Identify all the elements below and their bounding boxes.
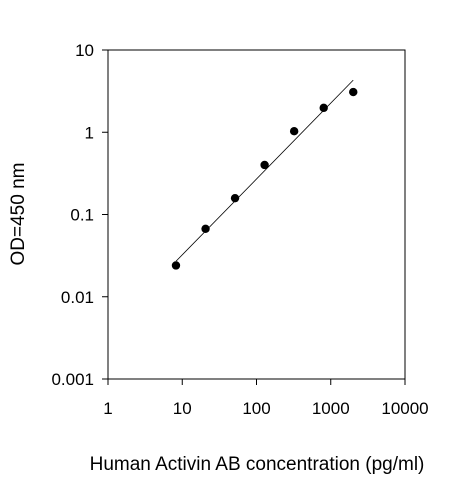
y-tick-label: 0.1 — [70, 206, 94, 225]
data-point — [349, 87, 358, 97]
y-tick-label: 0.001 — [51, 370, 94, 389]
data-point — [201, 224, 210, 234]
y-axis-ticks: 0.001 0.01 0.1 1 10 — [51, 41, 108, 389]
x-tick-label: 100 — [242, 399, 270, 418]
x-axis-ticks: 1 10 100 1000 10000 — [103, 379, 429, 418]
y-tick-label: 1 — [85, 123, 94, 142]
data-point — [230, 193, 240, 203]
data-points-layer — [171, 87, 358, 270]
x-axis-label: Human Activin AB concentration (pg/ml) — [90, 454, 425, 475]
plot-frame — [107, 49, 406, 380]
data-point — [319, 103, 328, 113]
x-tick-label: 10000 — [381, 399, 428, 418]
y-tick-label: 10 — [75, 41, 94, 60]
y-tick-label: 0.01 — [61, 288, 94, 307]
y-axis-label: OD=450 nm — [8, 163, 29, 266]
x-tick-label: 1000 — [312, 399, 350, 418]
data-point — [171, 261, 181, 270]
data-point — [260, 160, 269, 170]
x-tick-label: 1 — [103, 399, 112, 418]
data-point — [289, 126, 299, 136]
x-tick-label: 10 — [173, 399, 192, 418]
